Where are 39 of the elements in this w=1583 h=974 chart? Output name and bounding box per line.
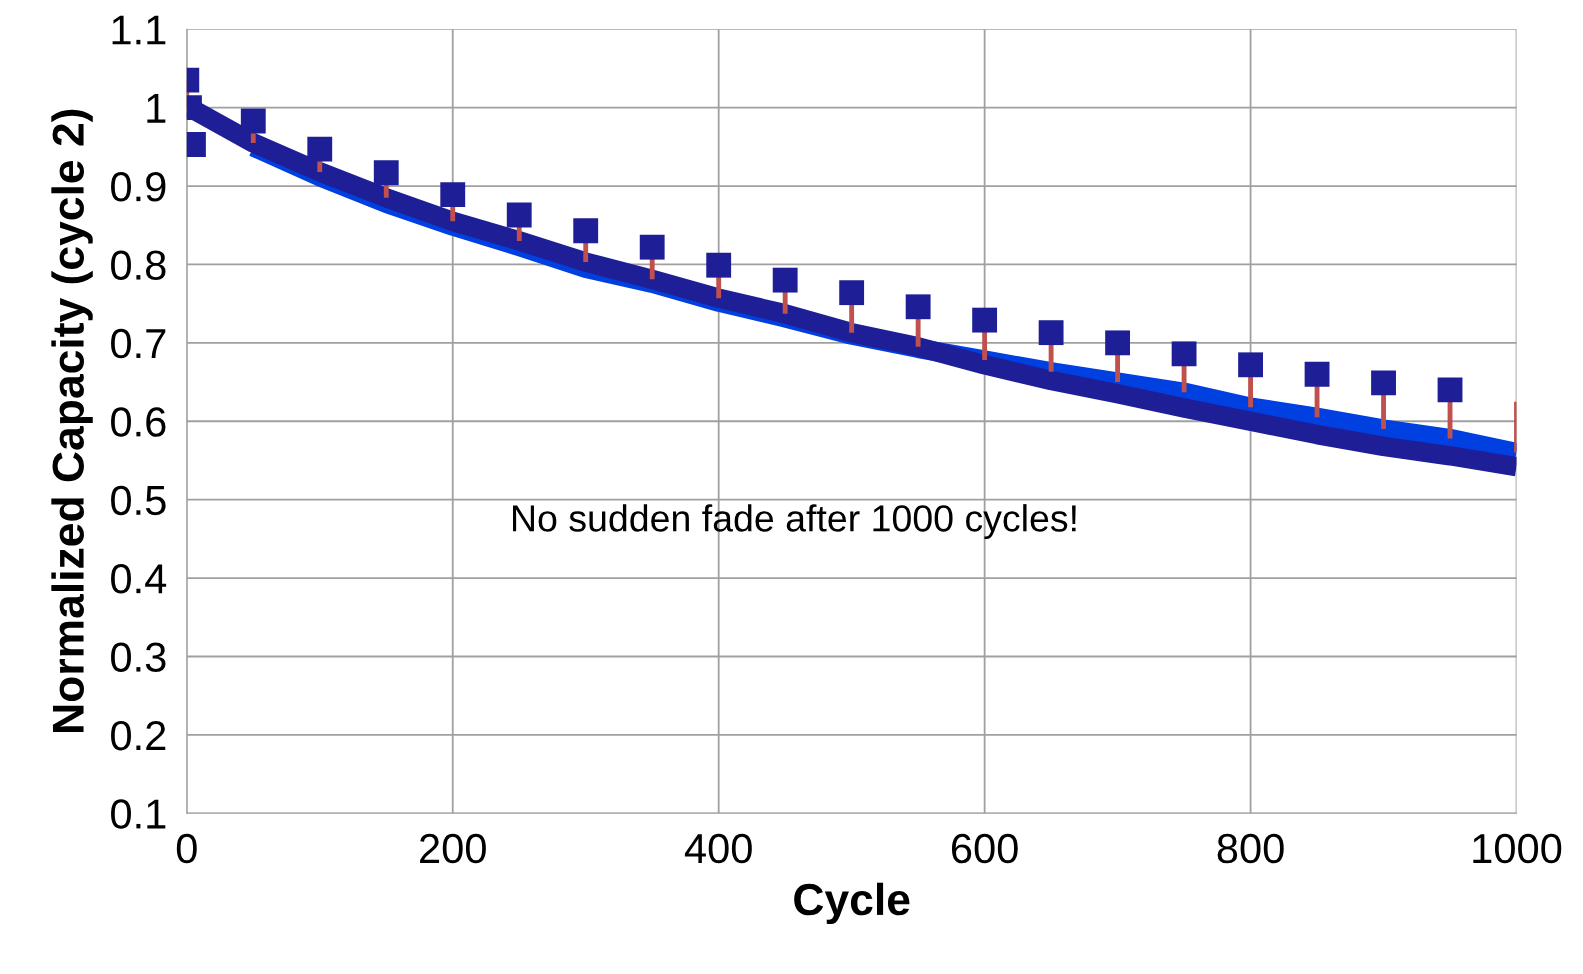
x-tick-label: 600: [951, 833, 1018, 864]
point: [905, 294, 931, 320]
y-tick-label: 1: [147, 94, 166, 123]
point: [839, 280, 865, 306]
x-tick-label: 0: [176, 833, 197, 864]
y-tick-label: 1.1: [112, 15, 166, 45]
point: [1437, 377, 1463, 403]
point: [1238, 352, 1263, 378]
x-tick-label: 1000: [1473, 833, 1562, 864]
point: [706, 252, 732, 278]
point: [1171, 341, 1197, 367]
point: [772, 267, 798, 293]
y-tick-label: 0.9: [111, 172, 166, 202]
y-tick-label: 0.6: [111, 407, 166, 437]
annotation: No sudden fade after 1000 cycles!: [513, 504, 1076, 540]
x-tick-label: 400: [684, 833, 752, 864]
x-axis-title: Cycle: [794, 882, 910, 925]
y-axis-title: Normalized Capacity (cycle 2): [51, 109, 93, 732]
point: [307, 136, 333, 162]
y-tick-label: 0.1: [111, 799, 166, 829]
point: [1038, 320, 1064, 346]
point: [573, 218, 599, 244]
y-tick-label: 0.4: [111, 564, 167, 594]
y-tick-label: 0.5: [111, 485, 166, 516]
point: [240, 108, 266, 134]
point: [506, 202, 532, 228]
x-tick-label: 800: [1217, 833, 1284, 864]
y-tick-label: 0.8: [111, 250, 166, 280]
y-tick-label: 0.3: [111, 642, 166, 672]
point: [1105, 330, 1131, 356]
y-tick-label: 0.7: [111, 328, 166, 359]
point: [639, 234, 665, 260]
point: [373, 160, 399, 186]
x-tick-label: 200: [420, 833, 486, 864]
y-tick-label: 0.2: [111, 720, 166, 751]
point: [972, 307, 998, 333]
point: [1304, 361, 1330, 387]
point: [440, 182, 466, 208]
point: [1371, 370, 1396, 396]
